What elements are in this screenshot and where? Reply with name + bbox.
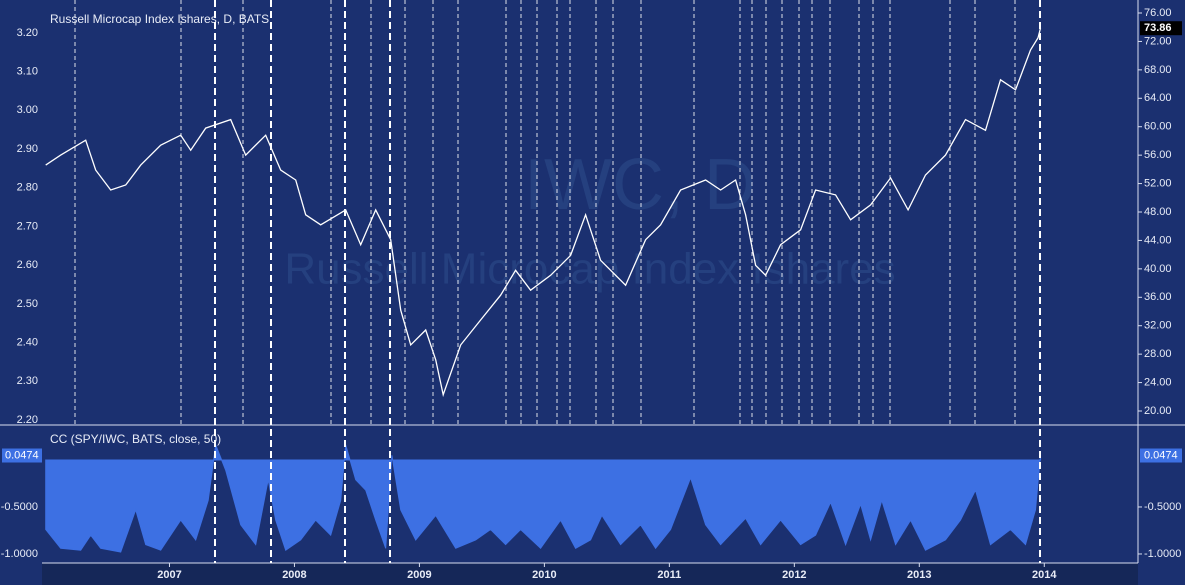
x-tick-label: 2009: [407, 569, 431, 581]
y-tick-label: 2.80: [17, 182, 38, 194]
x-tick-label: 2014: [1032, 569, 1057, 581]
watermark-name: Russell Microcap Index Ishares: [284, 245, 895, 294]
y-tick-label: 3.10: [17, 66, 38, 78]
current-value-tag-bg: [1140, 448, 1182, 463]
x-tick-label: 2008: [282, 569, 306, 581]
price-panel: 2.20 2.30 2.40 2.50 2.60 2.70 2.80 2.90 3.00 3.10…: [17, 0, 1182, 426]
y2-tick-label: 24.00: [1144, 376, 1172, 388]
indicator-panel: 0.0474 0.0474 -0.5000 -0.5000 -1.0000 -1.0000: [1, 442, 1182, 560]
y-tick-label-right: -1.0000: [1144, 548, 1181, 560]
x-tick-label: 2012: [782, 569, 806, 581]
y2-tick-label: 76.00: [1144, 7, 1172, 19]
x-tick-label: 2013: [907, 569, 931, 581]
y-tick-label: 3.20: [17, 27, 38, 39]
x-tick-label: 2007: [157, 569, 181, 581]
last-price-tag-bg: [1140, 21, 1182, 36]
indicator-title: CC (SPY/IWC, BATS, close, 50): [50, 432, 221, 446]
y-tick-label: -0.5000: [1, 501, 38, 513]
current-value-tag-bg: [2, 448, 42, 463]
y-tick-label: 2.50: [17, 298, 38, 310]
y-tick-label: 2.60: [17, 259, 38, 271]
y2-tick-label: 68.00: [1144, 64, 1172, 76]
y2-tick-label: 20.00: [1144, 405, 1172, 417]
y-tick-label: 2.90: [17, 143, 38, 155]
y-tick-label: 2.40: [17, 336, 38, 348]
y2-tick-label: 48.00: [1144, 206, 1172, 218]
y2-tick-label: 64.00: [1144, 92, 1172, 104]
y2-tick-label: 28.00: [1144, 348, 1172, 360]
y2-tick-label: 52.00: [1144, 177, 1172, 189]
watermark-symbol: IWC, D: [524, 145, 756, 225]
y2-tick-label: 44.00: [1144, 234, 1172, 246]
y-tick-label: -1.0000: [1, 548, 38, 560]
y-tick-label-right: -0.5000: [1144, 501, 1181, 513]
y-tick-label: 2.30: [17, 375, 38, 387]
x-axis-band: [42, 563, 1138, 585]
y2-tick-label: 56.00: [1144, 149, 1172, 161]
x-tick-label: 2011: [657, 569, 681, 581]
y2-tick-label: 32.00: [1144, 320, 1172, 332]
chart-title: Russell Microcap Index Ishares, D, BATS: [50, 12, 269, 26]
y2-tick-label: 72.00: [1144, 35, 1172, 47]
x-tick-label: 2010: [532, 569, 556, 581]
y-tick-label: 2.70: [17, 220, 38, 232]
current-value-tag: 0.0474: [5, 449, 39, 461]
y-tick-label: 3.00: [17, 104, 38, 116]
y-tick-label: 2.20: [17, 414, 38, 426]
y2-tick-label: 60.00: [1144, 121, 1172, 133]
indicator-area: [45, 442, 1041, 553]
current-value-tag: 0.0474: [1144, 449, 1178, 461]
y2-tick-label: 36.00: [1144, 291, 1172, 303]
y2-tick-label: 40.00: [1144, 263, 1172, 275]
last-price-tag: 73.86: [1144, 22, 1172, 34]
